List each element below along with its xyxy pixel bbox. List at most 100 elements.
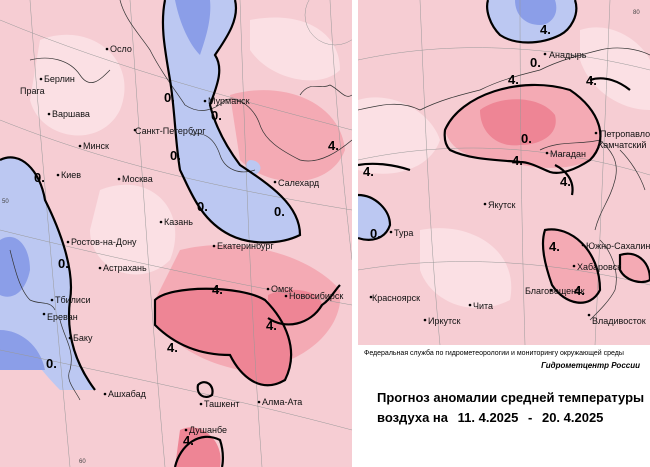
- contour-label: 4.: [512, 153, 523, 168]
- city-marker: Иркутск: [423, 316, 461, 326]
- city-label: Чита: [473, 301, 493, 311]
- light-pink-area: [358, 97, 440, 174]
- period-prefix: воздуха на: [377, 410, 449, 425]
- city-label: Казань: [164, 217, 193, 227]
- four-isoline: [554, 164, 574, 196]
- city-marker: Омск: [266, 284, 293, 294]
- legend-box: [358, 345, 650, 467]
- light-pink-area: [250, 17, 340, 81]
- city-marker: Киев: [56, 170, 81, 180]
- contour-label: 0.: [197, 199, 208, 214]
- city-label: Благовещенск: [525, 286, 585, 296]
- city-label: Салехард: [278, 178, 320, 188]
- city-marker: Астрахань: [98, 263, 147, 273]
- cities-left: Осло Берлин Прага Варшава Минск Киев Мос…: [20, 44, 343, 435]
- contour-label: 0.: [170, 148, 181, 163]
- city-label: Москва: [122, 174, 153, 184]
- city-label: Омск: [271, 284, 293, 294]
- contour-label: 0.: [46, 356, 57, 371]
- agency-name: Федеральная служба по гидрометеорологии …: [364, 350, 624, 357]
- four-isoline: [358, 162, 411, 172]
- city-label: Владивосток: [592, 316, 646, 326]
- grid-label: 50: [2, 199, 9, 205]
- city-marker: Якутск: [483, 200, 516, 210]
- city-label: Екатеринбург: [217, 241, 274, 251]
- isolines: [0, 0, 341, 467]
- graticule-right: [358, 0, 650, 345]
- contour-label: 4.: [363, 164, 374, 179]
- contour-labels-left: 0. 0. 0. 0. 0. 0. 0. 0. 4. 4. 4. 4. 4.: [34, 90, 339, 448]
- cold-core-area: [0, 330, 45, 370]
- light-pink-area: [580, 27, 650, 111]
- city-label: Анадырь: [549, 50, 587, 60]
- city-label: Камчатский: [598, 140, 646, 150]
- city-marker: Душанбе: [184, 425, 227, 435]
- city-label: Ереван: [47, 312, 78, 322]
- date-separator: -: [528, 410, 533, 425]
- city-label: Берлин: [44, 74, 75, 84]
- cold-core-area: [175, 0, 211, 55]
- city-label: Иркутск: [428, 316, 461, 326]
- four-isoline: [589, 77, 631, 91]
- date-from: 11. 4.2025: [457, 410, 519, 425]
- city-marker: Баку: [68, 333, 93, 343]
- zero-isoline: [161, 0, 302, 244]
- city-marker: Тура: [389, 228, 413, 238]
- contour-label: 4.: [586, 73, 597, 88]
- panel-divider: [352, 0, 358, 467]
- city-label: Астрахань: [103, 263, 147, 273]
- city-label: Хабаровск: [577, 262, 621, 272]
- date-to: 20. 4.2025: [541, 410, 604, 425]
- city-marker: Алма-Ата: [257, 397, 302, 407]
- cold-core-area: [0, 236, 30, 297]
- right-map-panel: Анадырь Магадан Петропавловск Камчатский…: [358, 0, 650, 345]
- contour-label: 4.: [167, 340, 178, 355]
- city-label: Осло: [110, 44, 132, 54]
- coastlines-right: [358, 47, 650, 321]
- city-label: Баку: [73, 333, 93, 343]
- contour-label: 4.: [183, 433, 194, 448]
- city-label: Петропавловск: [600, 129, 650, 139]
- city-marker: Варшава: [47, 109, 90, 119]
- contour-label: 0.: [34, 170, 45, 185]
- contour-label: 0.: [211, 108, 222, 123]
- city-label: Ташкент: [204, 399, 239, 409]
- city-marker: Минск: [78, 141, 109, 151]
- city-label: Ростов-на-Дону: [71, 237, 137, 247]
- center-name: Гидрометцентр России: [541, 361, 640, 370]
- city-marker: Красноярск: [369, 293, 420, 303]
- city-label: Душанбе: [189, 425, 227, 435]
- city-label: Варшава: [52, 109, 90, 119]
- city-marker: Анадырь: [543, 50, 587, 60]
- city-marker: Южно-Сахалинск: [581, 241, 650, 251]
- light-pink-area: [30, 34, 125, 136]
- grid-label: 60: [79, 459, 86, 465]
- city-label: Магадан: [550, 149, 586, 159]
- city-marker: Ташкент: [199, 399, 239, 409]
- city-marker: Казань: [159, 217, 193, 227]
- contour-label: 4.: [574, 283, 585, 298]
- grid-label: 80: [633, 10, 640, 16]
- four-isoline: [196, 381, 214, 399]
- city-label-line2: Камчатский: [598, 140, 646, 150]
- city-label: Санкт-Петербург: [135, 126, 206, 136]
- city-marker: Владивосток: [587, 313, 646, 326]
- warm-core-area: [155, 288, 292, 386]
- four-isoline: [153, 287, 293, 387]
- city-label: Алма-Ата: [262, 397, 302, 407]
- contour-label: 4.: [328, 138, 339, 153]
- light-pink-area: [90, 184, 176, 275]
- contour-label: 0.: [58, 256, 69, 271]
- city-label: Ашхабад: [108, 389, 147, 399]
- graticule: [0, 0, 352, 467]
- contour-label: 4.: [212, 282, 223, 297]
- city-label: Прага: [20, 86, 45, 96]
- forecast-period: воздуха на 11. 4.2025 - 20. 4.2025: [377, 410, 609, 425]
- city-label: Минск: [83, 141, 109, 151]
- isolines-right: [358, 0, 650, 304]
- contour-label: 4.: [540, 22, 551, 37]
- four-isoline: [443, 83, 602, 174]
- contour-label: 0.: [274, 204, 285, 219]
- contour-label: 4.: [508, 72, 519, 87]
- contour-label: 4.: [266, 318, 277, 333]
